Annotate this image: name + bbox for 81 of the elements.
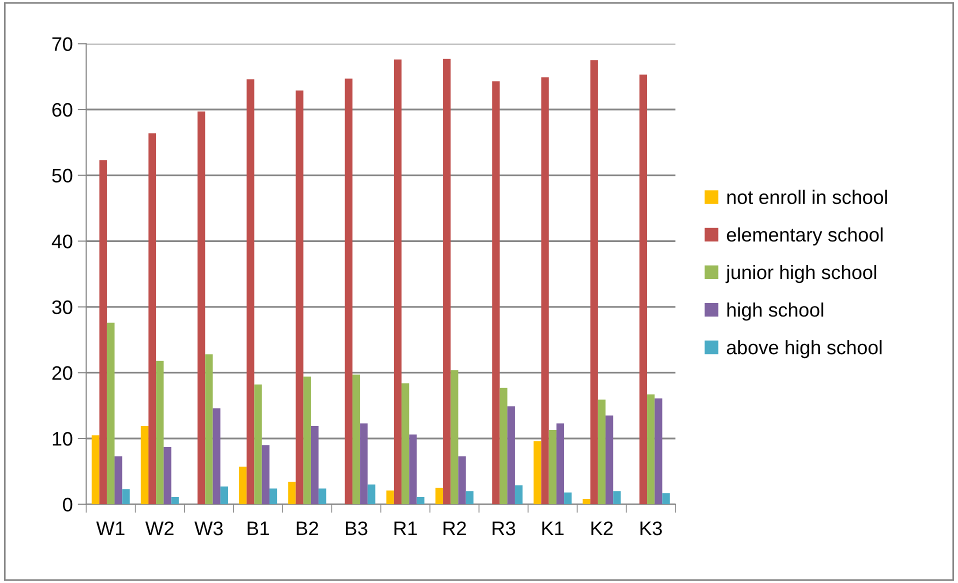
bar [394,60,402,504]
bar [92,435,100,504]
bar [288,482,296,504]
legend-label: high school [727,302,824,321]
bar [492,81,500,504]
legend-label: junior high school [726,264,876,284]
bar [148,133,156,504]
bar [386,490,394,504]
bar [344,78,352,504]
y-tick-label: 40 [52,234,72,248]
bar [164,447,172,504]
bar [507,406,515,504]
bar [556,423,564,504]
bar [205,354,213,504]
bar [220,486,228,504]
bar [466,491,474,504]
bar [639,74,648,504]
x-tick-label: R1 [394,522,417,536]
bar [416,497,424,504]
bar [450,370,458,504]
bar [541,77,549,504]
bar [443,58,451,504]
bar [99,160,107,504]
x-tick-label: R3 [492,521,516,536]
bar [318,488,326,504]
x-tick-label: B3 [346,521,368,536]
bar [156,360,164,504]
x-tick-label: K1 [542,522,564,536]
bar [662,493,670,504]
x-tick-label: R2 [444,521,466,536]
bar [269,488,278,504]
x-tick-label: K2 [591,521,613,536]
legend-label: above high school [726,340,882,358]
bar [435,488,444,504]
bar [654,398,662,504]
y-tick-label: 70 [52,37,72,51]
bar [140,426,148,504]
bar [514,485,523,504]
x-tick-label: K3 [640,521,662,536]
bar [582,499,590,504]
bar [303,376,311,504]
bar [310,426,319,504]
y-tick-label: 60 [52,102,72,117]
x-tick-label: B2 [296,521,318,536]
y-tick-label: 0 [62,498,72,512]
bar [500,388,508,504]
bar [262,445,270,504]
bar [613,491,621,504]
bar [106,322,115,504]
bar [296,90,304,504]
bar [590,60,598,504]
x-tick-label: W2 [145,521,174,536]
bar [246,79,254,504]
y-tick-label: 30 [52,300,72,314]
bar [368,484,376,504]
bar [564,492,572,504]
bar [352,374,360,504]
bar [402,383,410,504]
bar [114,456,122,504]
bar [171,497,179,504]
bar [647,394,655,504]
legend-label: elementary school [726,227,883,246]
bar [239,466,247,504]
x-tick-label: B1 [248,522,270,536]
bar [122,489,130,504]
y-tick-label: 50 [52,168,72,183]
bar [409,434,417,504]
bar [198,111,206,504]
bar [606,415,614,504]
bar [458,456,466,504]
bar [534,441,542,504]
y-tick-label: 20 [52,366,72,380]
bar [254,384,262,504]
legend-label: not enroll in school [727,190,887,204]
x-tick-label: W1 [96,522,124,536]
bar [548,430,556,504]
bar [598,400,606,504]
bar [212,408,220,504]
bar [360,423,368,504]
x-tick-label: W3 [194,521,223,536]
y-tick-label: 10 [52,432,72,446]
